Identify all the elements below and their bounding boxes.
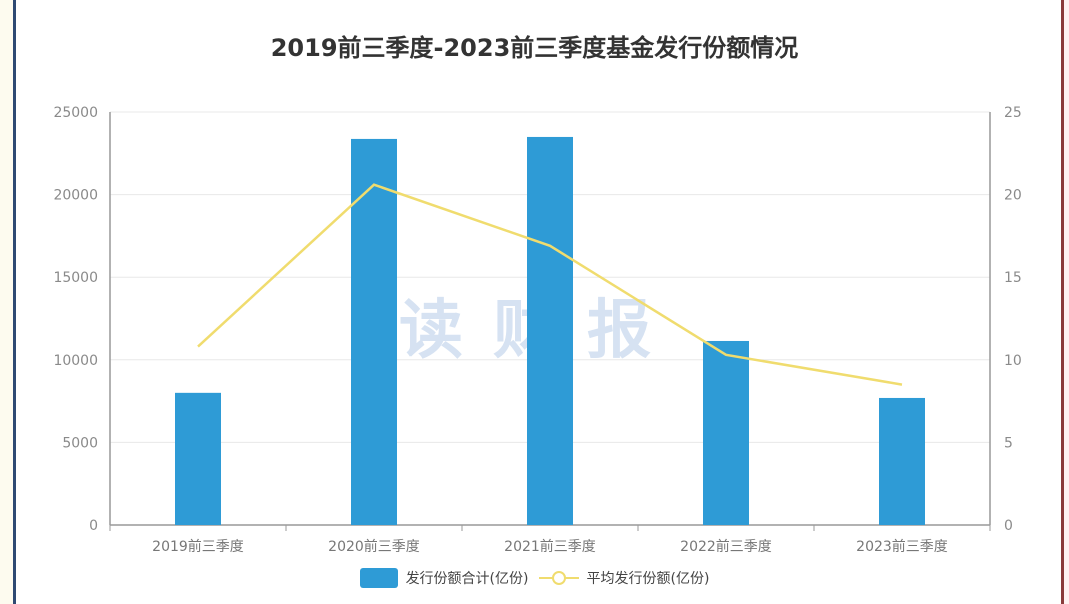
right-axis-tick: 20 bbox=[1004, 188, 1022, 204]
bar[interactable] bbox=[879, 397, 925, 525]
x-axis-label: 2019前三季度 bbox=[152, 538, 244, 555]
left-axis-tick: 15000 bbox=[53, 270, 98, 286]
x-axis-label: 2023前三季度 bbox=[856, 538, 948, 555]
left-axis-tick: 20000 bbox=[53, 188, 98, 204]
left-axis-tick: 5000 bbox=[62, 435, 98, 451]
right-axis-tick: 25 bbox=[1004, 105, 1022, 121]
chart-title: 2019前三季度-2023前三季度基金发行份额情况 bbox=[270, 34, 799, 62]
right-axis-tick: 0 bbox=[1004, 518, 1013, 534]
watermark: 读财报 bbox=[399, 294, 681, 368]
right-axis-tick: 10 bbox=[1004, 353, 1022, 369]
line-swatch-icon bbox=[538, 571, 579, 585]
right-axis-tick: 15 bbox=[1004, 270, 1022, 286]
left-axis-tick: 10000 bbox=[53, 353, 98, 369]
x-axis-label: 2022前三季度 bbox=[680, 538, 772, 555]
left-axis-tick: 25000 bbox=[53, 105, 98, 121]
bar[interactable] bbox=[703, 340, 749, 525]
bar-swatch-icon bbox=[359, 568, 398, 588]
left-axis-tick: 0 bbox=[89, 518, 98, 534]
bar[interactable] bbox=[175, 392, 221, 525]
left-border bbox=[13, 0, 16, 604]
bar[interactable] bbox=[527, 136, 573, 526]
legend-bar-label: 发行份额合计(亿份) bbox=[405, 571, 529, 587]
legend-line-label: 平均发行份额(亿份) bbox=[586, 571, 710, 587]
left-edge-glow bbox=[0, 0, 13, 604]
chart-legend: 发行份额合计(亿份) 平均发行份额(亿份) bbox=[0, 568, 1069, 588]
legend-item-line[interactable]: 平均发行份额(亿份) bbox=[538, 568, 710, 588]
average-line bbox=[197, 183, 903, 386]
right-border bbox=[1061, 0, 1064, 604]
x-axis-label: 2020前三季度 bbox=[328, 538, 420, 555]
legend-item-bar[interactable]: 发行份额合计(亿份) bbox=[359, 568, 529, 588]
x-axis-label: 2021前三季度 bbox=[504, 538, 596, 555]
bar[interactable] bbox=[351, 138, 397, 525]
right-axis-tick: 5 bbox=[1004, 435, 1013, 451]
right-edge-glow bbox=[1064, 0, 1069, 604]
